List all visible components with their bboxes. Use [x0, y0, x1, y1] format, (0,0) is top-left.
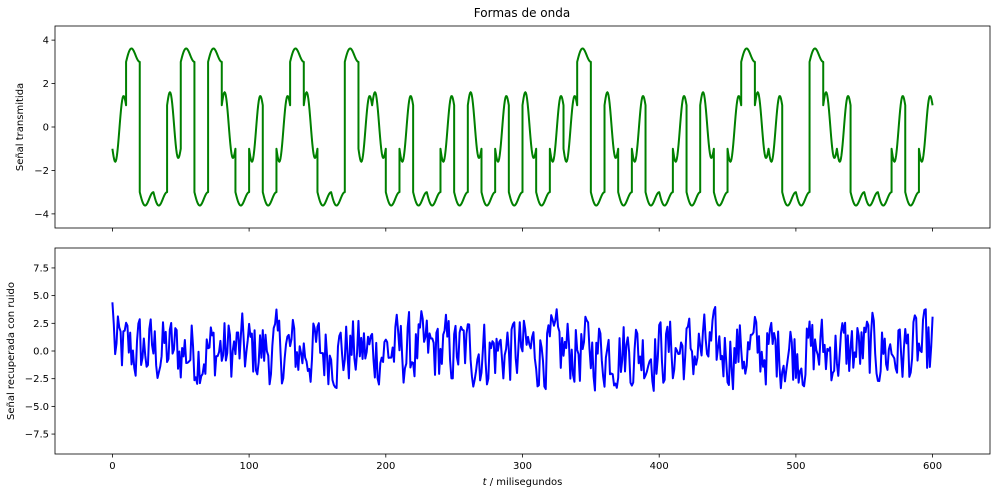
series-line	[111, 47, 934, 207]
y-tick-label: 7.5	[33, 263, 49, 274]
y-tick-label: −2.5	[25, 374, 49, 385]
x-tick-label: 200	[376, 461, 395, 472]
x-tick-label: 500	[786, 461, 805, 472]
x-tick-label: 100	[240, 461, 259, 472]
x-tick-label: 300	[513, 461, 532, 472]
panel-recovered-signal: 0 100 200 300 400 500 600 −7.5 −5.0 −2.5 0.0 2.5 5.0…	[6, 247, 991, 488]
chart-title: Formas de onda	[474, 6, 570, 20]
y-tick-label: −7.5	[25, 430, 49, 441]
y-tick-label: 2	[43, 79, 49, 90]
x-tick-label: 0	[109, 461, 115, 472]
x-axis-label: t / milisegundos	[483, 477, 563, 488]
y-tick-label: 0	[43, 123, 49, 134]
y-tick-label: −4	[34, 209, 49, 220]
x-tick-label: 400	[650, 461, 669, 472]
y-tick-label: 2.5	[33, 319, 49, 330]
y-axis-label: Señal transmitida	[15, 83, 26, 171]
panel-transmitted-signal: −4 −2 0 2 4 Señal transmitida	[15, 25, 991, 232]
series-line	[111, 302, 934, 392]
y-tick-label: 0.0	[33, 347, 49, 358]
y-tick-label: −2	[34, 166, 49, 177]
y-tick-label: 4	[43, 36, 49, 47]
y-tick-label: −5.0	[25, 402, 49, 413]
x-tick-label: 600	[923, 461, 942, 472]
y-axis-label: Señal recuperada con ruido	[6, 282, 17, 420]
y-tick-label: 5.0	[33, 291, 49, 302]
